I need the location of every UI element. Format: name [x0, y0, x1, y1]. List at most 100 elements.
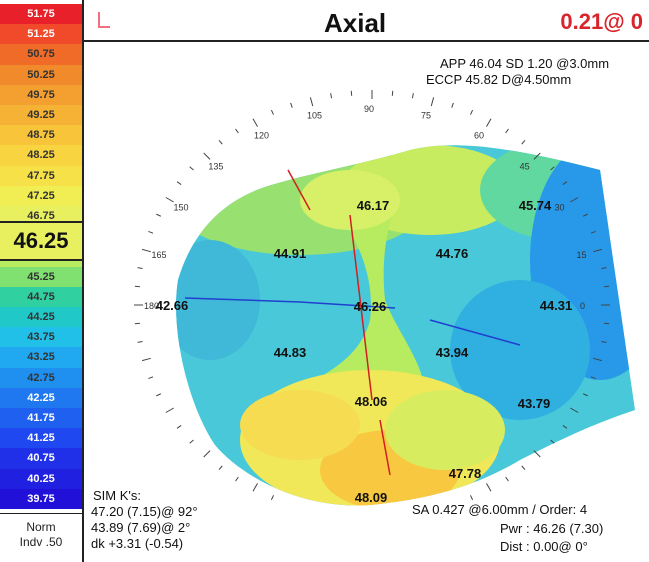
- degree-tick: [156, 213, 162, 217]
- degree-tick: [148, 230, 154, 234]
- degree-tick: [141, 248, 151, 253]
- degree-tick: [189, 166, 194, 171]
- corner-l-icon: [98, 12, 110, 28]
- dist-readout: Dist : 0.00@ 0°: [500, 539, 588, 554]
- steep-axis-center: [349, 214, 373, 401]
- map-value: 46.26: [354, 299, 387, 314]
- degree-label: 60: [474, 130, 484, 140]
- scale-step: 44.75: [0, 286, 82, 307]
- scale-step: 47.75: [0, 165, 82, 186]
- map-value: 43.79: [518, 396, 551, 411]
- degree-tick: [593, 357, 603, 362]
- scale-step: 45.25: [0, 266, 82, 287]
- sim-k2: 43.89 (7.69)@ 2°: [91, 520, 191, 535]
- degree-tick: [593, 248, 603, 253]
- scale-step: 43.25: [0, 347, 82, 368]
- degree-tick: [141, 357, 151, 362]
- degree-label: 75: [421, 111, 431, 121]
- app-readout: APP 46.04 SD 1.20 @3.0mm: [440, 56, 610, 71]
- map-value: 42.66: [156, 298, 189, 313]
- degree-tick: [562, 181, 568, 185]
- degree-tick: [533, 450, 541, 458]
- degree-label: 120: [254, 130, 269, 140]
- degree-tick: [165, 407, 174, 413]
- cursor-readout: 0.21@ 0: [560, 9, 643, 34]
- degree-tick: [533, 152, 541, 160]
- sim-k1: 47.20 (7.15)@ 92°: [91, 504, 198, 519]
- degree-tick: [521, 139, 526, 145]
- degree-tick: [486, 118, 492, 127]
- degree-ticks: [134, 90, 610, 501]
- map-value: 48.06: [355, 394, 388, 409]
- degree-tick: [505, 128, 509, 134]
- scale-mode[interactable]: Norm Indv .50: [0, 513, 84, 562]
- scale-step: 50.75: [0, 44, 82, 65]
- degree-tick: [218, 465, 223, 471]
- map-value: 43.94: [436, 345, 469, 360]
- degree-tick: [582, 393, 588, 397]
- steep-axis-bottom: [379, 419, 391, 476]
- scale-step: 42.25: [0, 387, 82, 408]
- map-value: 44.91: [274, 246, 307, 261]
- degree-tick: [309, 97, 314, 107]
- scale-step: 44.25: [0, 307, 82, 328]
- scale-mode-line2: Indv .50: [19, 535, 63, 549]
- scale-step: 51.75: [0, 4, 82, 25]
- degree-label: 90: [364, 104, 374, 114]
- map-surface: [176, 145, 636, 506]
- degree-tick: [137, 340, 143, 343]
- map-value: 44.31: [540, 298, 573, 313]
- degree-tick: [137, 267, 143, 270]
- map-value: 48.09: [355, 490, 388, 505]
- scale-step: 48.25: [0, 145, 82, 166]
- degree-tick: [470, 109, 474, 115]
- degree-tick: [252, 118, 258, 127]
- degree-tick: [252, 483, 258, 492]
- degree-tick: [148, 376, 154, 380]
- degree-tick: [590, 230, 596, 234]
- map-value: 44.83: [274, 345, 307, 360]
- degree-tick: [601, 267, 607, 270]
- degree-label: 180: [144, 301, 159, 311]
- map-value: 44.76: [436, 246, 469, 261]
- scale-mode-line1: Norm: [26, 520, 56, 534]
- degree-tick: [582, 213, 588, 217]
- degree-tick: [176, 425, 182, 429]
- map-title: Axial: [324, 8, 387, 38]
- degree-tick: [570, 407, 579, 413]
- sim-k-title: SIM K's:: [93, 488, 141, 503]
- pwr-readout: Pwr : 46.26 (7.30): [500, 521, 604, 536]
- flat-axis-right: [429, 319, 521, 346]
- map-value: 47.78: [449, 466, 482, 481]
- map-values: 46.17 45.74 44.91 44.76 42.66 46.26 44.31 44.83…: [156, 198, 573, 505]
- degree-tick: [521, 465, 526, 471]
- map-value: 46.17: [357, 198, 390, 213]
- degree-tick: [165, 197, 174, 203]
- scale-step: 49.75: [0, 84, 82, 105]
- degree-tick: [218, 139, 223, 145]
- degree-tick: [562, 425, 568, 429]
- degree-tick: [156, 393, 162, 397]
- degree-tick: [430, 97, 435, 107]
- sa-readout: SA 0.427 @6.00mm / Order: 4: [412, 502, 588, 517]
- degree-tick: [235, 128, 239, 134]
- degree-tick: [290, 102, 293, 108]
- scale-step: 43.75: [0, 327, 82, 348]
- degree-tick: [550, 166, 555, 171]
- degree-tick: [601, 340, 607, 343]
- scale-step: 50.25: [0, 64, 82, 85]
- scale-step: 41.75: [0, 408, 82, 429]
- map-header: Axial 0.21@ 0: [84, 0, 649, 42]
- degree-tick: [486, 483, 492, 492]
- scale-step: 42.75: [0, 367, 82, 388]
- sim-dk: dk +3.31 (-0.54): [91, 536, 184, 551]
- degree-tick: [176, 181, 182, 185]
- degree-tick: [203, 152, 211, 160]
- scale-step: 48.75: [0, 125, 82, 146]
- scale-step: 49.25: [0, 105, 82, 126]
- flat-axis-left: [184, 297, 301, 303]
- degree-tick: [411, 93, 414, 99]
- degree-tick: [570, 197, 579, 203]
